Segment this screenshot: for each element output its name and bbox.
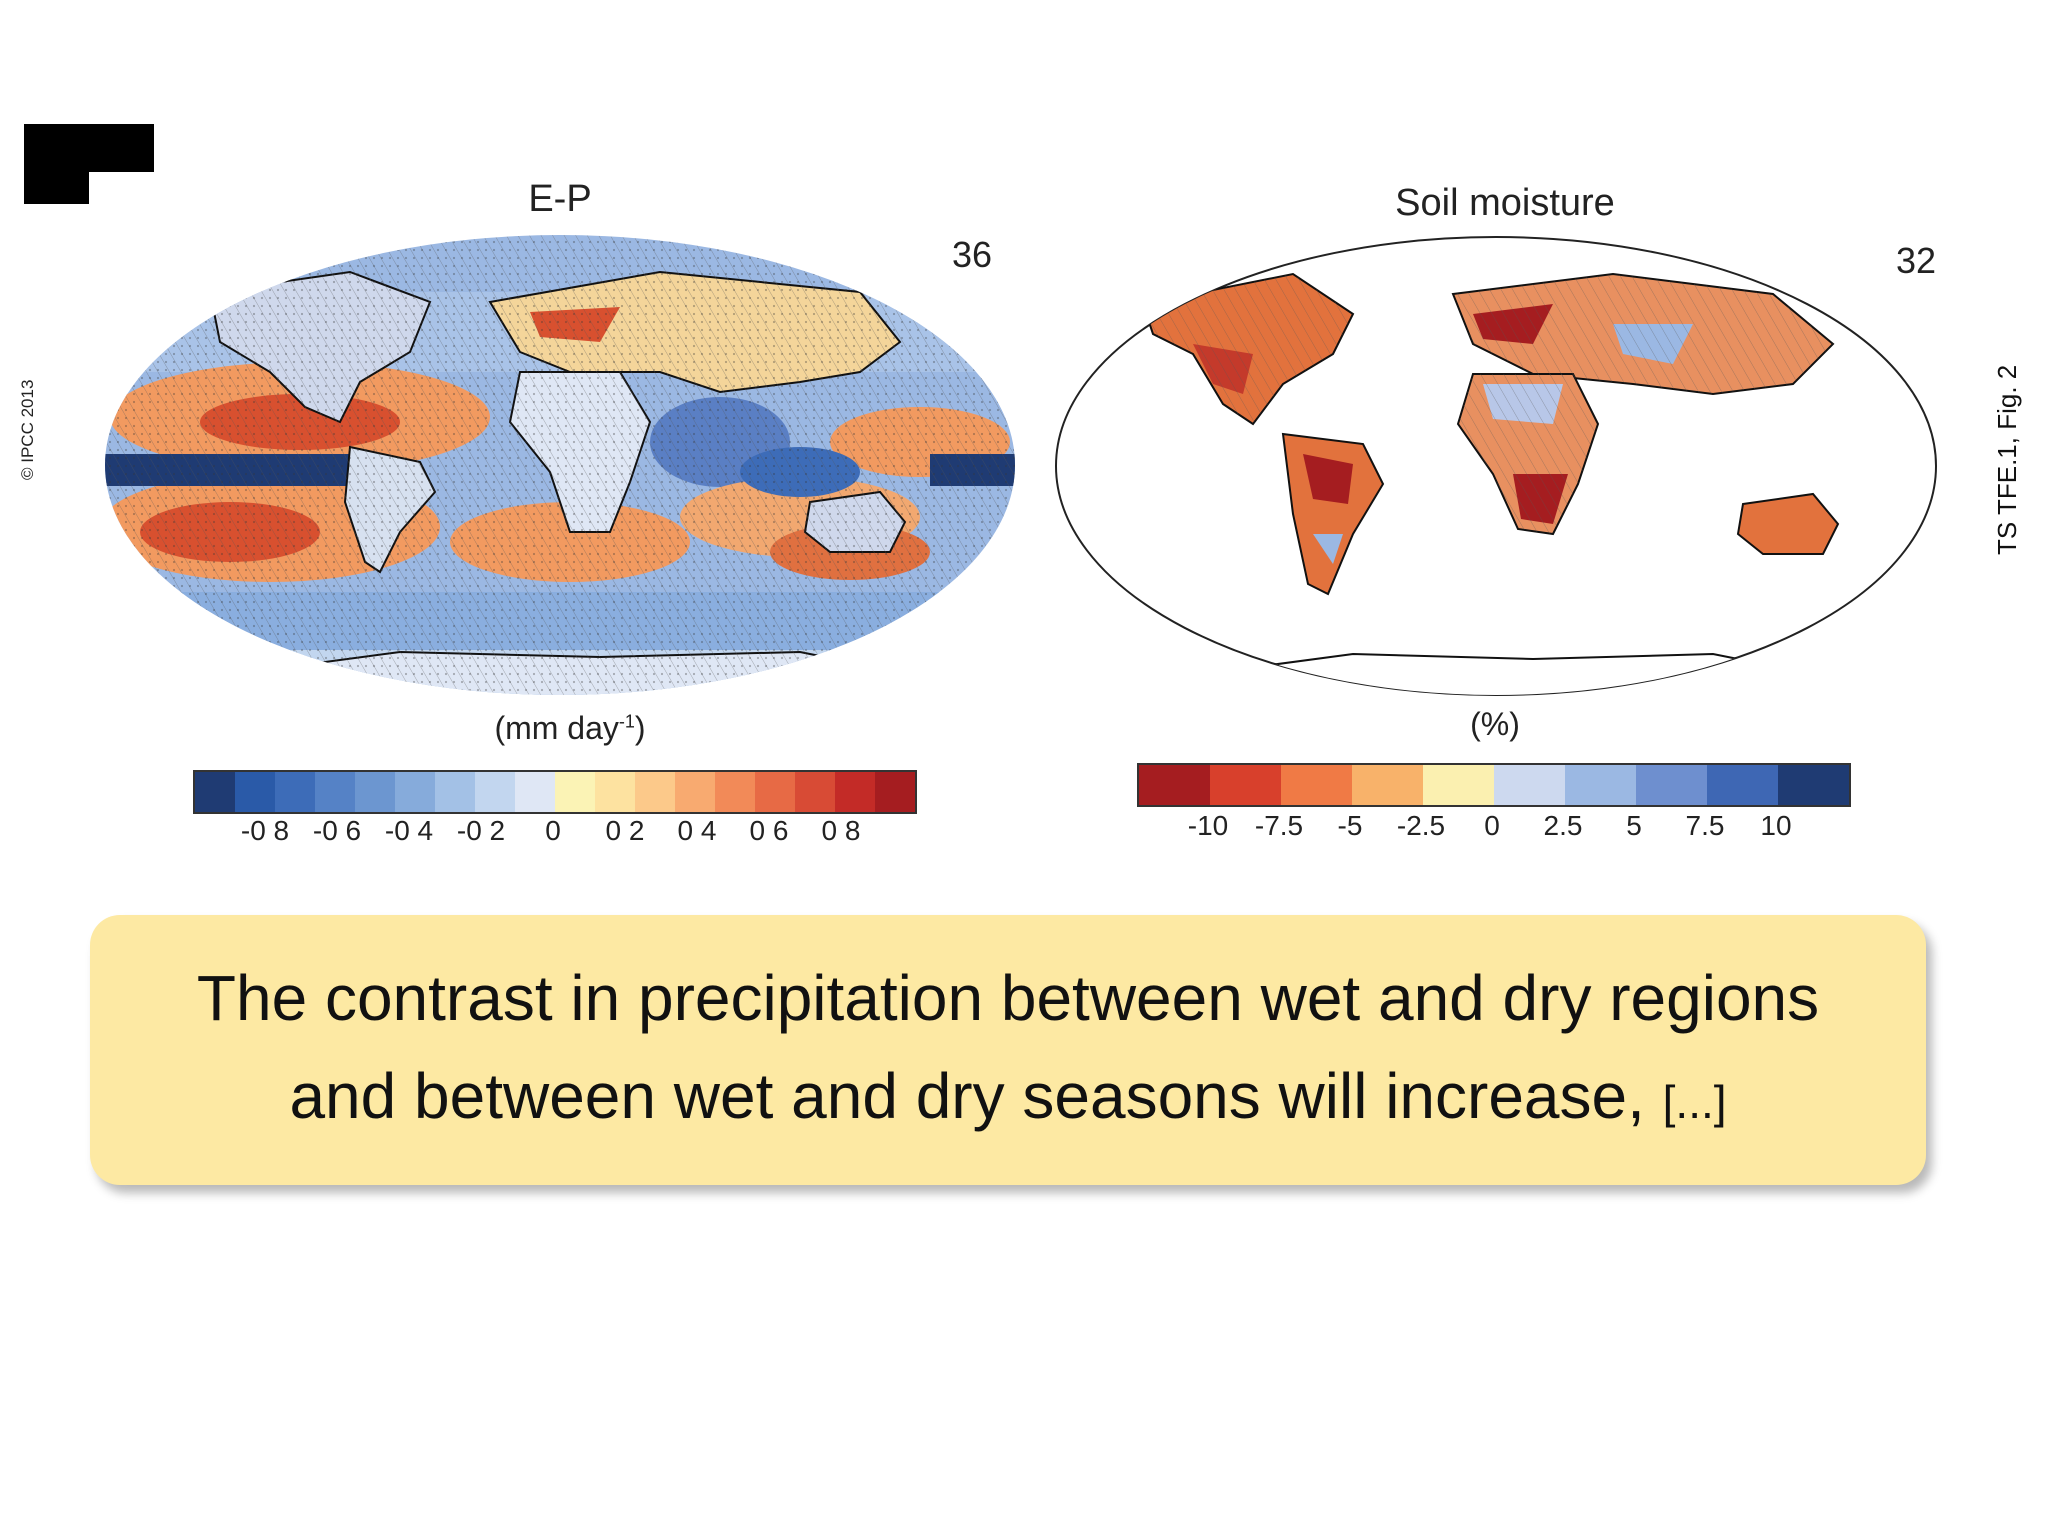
ep-unit-label: (mm day-1) <box>494 710 646 746</box>
ep-colorbar-swatch-8 <box>515 772 555 812</box>
soil-colorbar-swatch-1 <box>1210 765 1281 805</box>
soil-colorbar-tick-label: -7.5 <box>1254 810 1304 841</box>
ep-colorbar-tick-label: -0 6 <box>312 815 362 846</box>
ep-map-title: E-P <box>528 178 592 220</box>
ep-colorbar-swatch-12 <box>675 772 715 812</box>
soil-colorbar-tick-label: 0 <box>1484 810 1500 841</box>
ep-colorbar-tick-label: 0 2 <box>605 815 645 846</box>
ep-colorbar-tick-label: -0 8 <box>240 815 290 846</box>
soil-colorbar <box>1137 763 1851 807</box>
ep-colorbar-swatch-15 <box>795 772 835 812</box>
ep-colorbar-tick-label: -0 4 <box>384 815 434 846</box>
ep-colorbar-swatch-5 <box>395 772 435 812</box>
soil-colorbar-swatch-9 <box>1778 765 1849 805</box>
ep-colorbar-tick-label: 0 8 <box>821 815 861 846</box>
callout-ellipsis: [...] <box>1662 1076 1727 1128</box>
ep-colorbar-swatch-6 <box>435 772 475 812</box>
soil-unit-label: (%) <box>1470 706 1520 742</box>
ep-colorbar <box>193 770 917 814</box>
callout-line-1: The contrast in precipitation between we… <box>196 962 1820 1034</box>
soil-colorbar-tick-label: 7.5 <box>1685 810 1725 841</box>
soil-model-count: 32 <box>1896 240 1937 281</box>
ep-colorbar-swatch-16 <box>835 772 875 812</box>
ep-colorbar-swatch-0 <box>195 772 235 812</box>
soil-colorbar-tick-label: 10 <box>1760 810 1792 841</box>
callout-line-2-text: and between wet and dry seasons will inc… <box>289 1060 1645 1132</box>
soil-colorbar-tick-label: -10 <box>1187 810 1229 841</box>
copyright-label: © IPCC 2013 <box>18 379 37 480</box>
soil-colorbar-swatch-6 <box>1565 765 1636 805</box>
callout-box: The contrast in precipitation between we… <box>90 915 1926 1185</box>
ep-colorbar-swatch-14 <box>755 772 795 812</box>
soil-colorbar-swatch-4 <box>1423 765 1494 805</box>
soil-colorbar-tick-label: 2.5 <box>1543 810 1583 841</box>
soil-colorbar-swatch-0 <box>1139 765 1210 805</box>
ep-colorbar-swatch-10 <box>595 772 635 812</box>
ep-colorbar-tick-label: 0 4 <box>677 815 717 846</box>
soil-map <box>1055 236 1937 696</box>
soil-map-title: Soil moisture <box>1395 182 1615 224</box>
ep-colorbar-swatch-17 <box>875 772 915 812</box>
ep-colorbar-swatch-7 <box>475 772 515 812</box>
soil-colorbar-tick-label: -2.5 <box>1396 810 1446 841</box>
soil-colorbar-swatch-3 <box>1352 765 1423 805</box>
ep-colorbar-swatch-11 <box>635 772 675 812</box>
ep-colorbar-tick-label: 0 <box>545 815 561 846</box>
soil-colorbar-swatch-7 <box>1636 765 1707 805</box>
ep-colorbar-swatch-13 <box>715 772 755 812</box>
soil-colorbar-tick-label: 5 <box>1626 810 1642 841</box>
soil-colorbar-swatch-8 <box>1707 765 1778 805</box>
soil-australia <box>1736 492 1840 555</box>
logo-block-bottom <box>24 170 89 204</box>
soil-colorbar-tick-label: -5 <box>1337 810 1363 841</box>
ep-colorbar-tick-label: -0 2 <box>456 815 506 846</box>
soil-colorbar-ticks: -10 -7.5 -5 -2.5 0 2.5 5 7.5 10 <box>1137 810 1847 850</box>
ep-model-count: 36 <box>952 234 993 275</box>
callout-line-2: and between wet and dry seasons will inc… <box>289 1047 1726 1151</box>
ep-colorbar-swatch-2 <box>275 772 315 812</box>
soil-colorbar-swatch-2 <box>1281 765 1352 805</box>
ep-colorbar-swatch-1 <box>235 772 275 812</box>
ep-colorbar-tick-label: 0 6 <box>749 815 789 846</box>
ep-map <box>105 235 1015 695</box>
figure-reference: TS TFE.1, Fig. 2 <box>1992 364 2022 555</box>
soil-colorbar-swatch-5 <box>1494 765 1565 805</box>
logo-block-top <box>24 124 154 172</box>
ep-colorbar-swatch-9 <box>555 772 595 812</box>
ep-colorbar-ticks: -0 8 -0 6 -0 4 -0 2 0 0 2 0 4 0 6 0 8 <box>193 815 913 855</box>
ep-colorbar-swatch-3 <box>315 772 355 812</box>
ep-colorbar-swatch-4 <box>355 772 395 812</box>
